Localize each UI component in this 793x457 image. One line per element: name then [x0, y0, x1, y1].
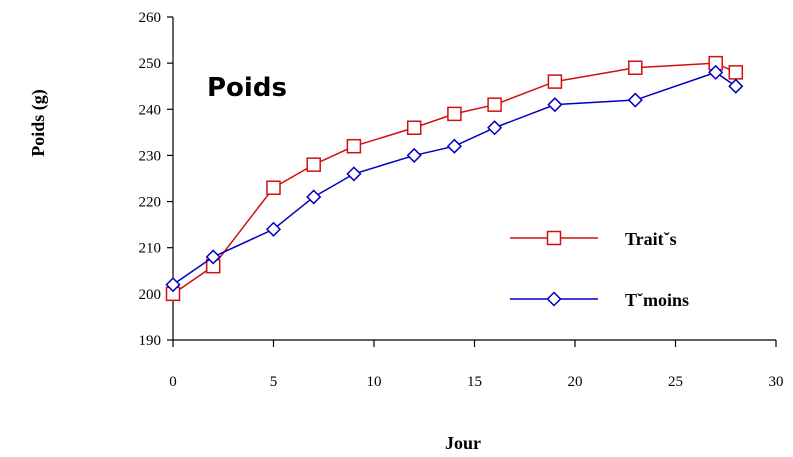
series-layer: [165, 55, 744, 302]
y-axis-ticks: 190 200 210 220 230 240 250 260: [139, 10, 173, 349]
data-point-square: [406, 120, 422, 135]
legend-label: Tˇmoins: [625, 290, 689, 310]
data-point-diamond: [406, 147, 422, 163]
series-traites: [165, 55, 744, 302]
x-axis-ticks: 0 5 10 15 20 25 30: [169, 340, 784, 390]
y-tick-label: 230: [139, 148, 162, 164]
x-tick-label: 10: [367, 374, 382, 390]
data-point-square: [487, 97, 502, 112]
x-axis-title: Jour: [445, 433, 481, 453]
data-point-diamond: [446, 138, 462, 154]
data-point-square: [728, 65, 744, 80]
data-point-diamond: [165, 277, 181, 293]
y-tick-label: 250: [139, 56, 162, 72]
data-point-square: [266, 180, 281, 195]
legend-item: Tˇmoins: [510, 290, 689, 310]
data-point-square: [346, 138, 362, 154]
data-point-diamond: [306, 189, 322, 205]
data-point-square: [546, 230, 562, 246]
y-tick-label: 220: [139, 195, 162, 211]
legend-item: Traitˇs: [510, 229, 677, 249]
x-tick-label: 20: [568, 374, 583, 390]
x-tick-label: 0: [169, 374, 177, 390]
data-point-diamond: [547, 97, 563, 113]
series-line: [172, 71, 737, 286]
data-point-diamond: [546, 291, 562, 307]
x-tick-label: 30: [769, 374, 784, 390]
data-point-diamond: [205, 249, 221, 265]
series-line: [172, 62, 737, 295]
data-point-square: [447, 106, 462, 122]
data-point-square: [306, 157, 321, 172]
y-axis-title: Poids (g): [28, 89, 49, 157]
legend-label: Traitˇs: [625, 229, 677, 249]
data-point-square: [628, 60, 643, 76]
data-point-diamond: [708, 64, 724, 80]
y-tick-label: 190: [139, 333, 162, 349]
data-point-diamond: [627, 92, 643, 108]
y-tick-label: 200: [139, 287, 162, 303]
chart-title: Poids: [207, 73, 287, 103]
x-tick-label: 5: [270, 374, 278, 390]
data-point-diamond: [728, 78, 744, 94]
x-tick-label: 15: [467, 374, 482, 390]
data-point-diamond: [487, 120, 503, 136]
x-tick-label: 25: [668, 374, 683, 390]
data-point-diamond: [346, 166, 362, 182]
legend: Traitˇs Tˇmoins: [510, 229, 689, 310]
y-tick-label: 260: [139, 10, 162, 26]
data-point-diamond: [265, 221, 282, 237]
series-temoins: [165, 64, 744, 293]
y-tick-label: 210: [139, 241, 162, 257]
data-point-square: [547, 74, 563, 89]
y-tick-label: 240: [139, 102, 162, 118]
